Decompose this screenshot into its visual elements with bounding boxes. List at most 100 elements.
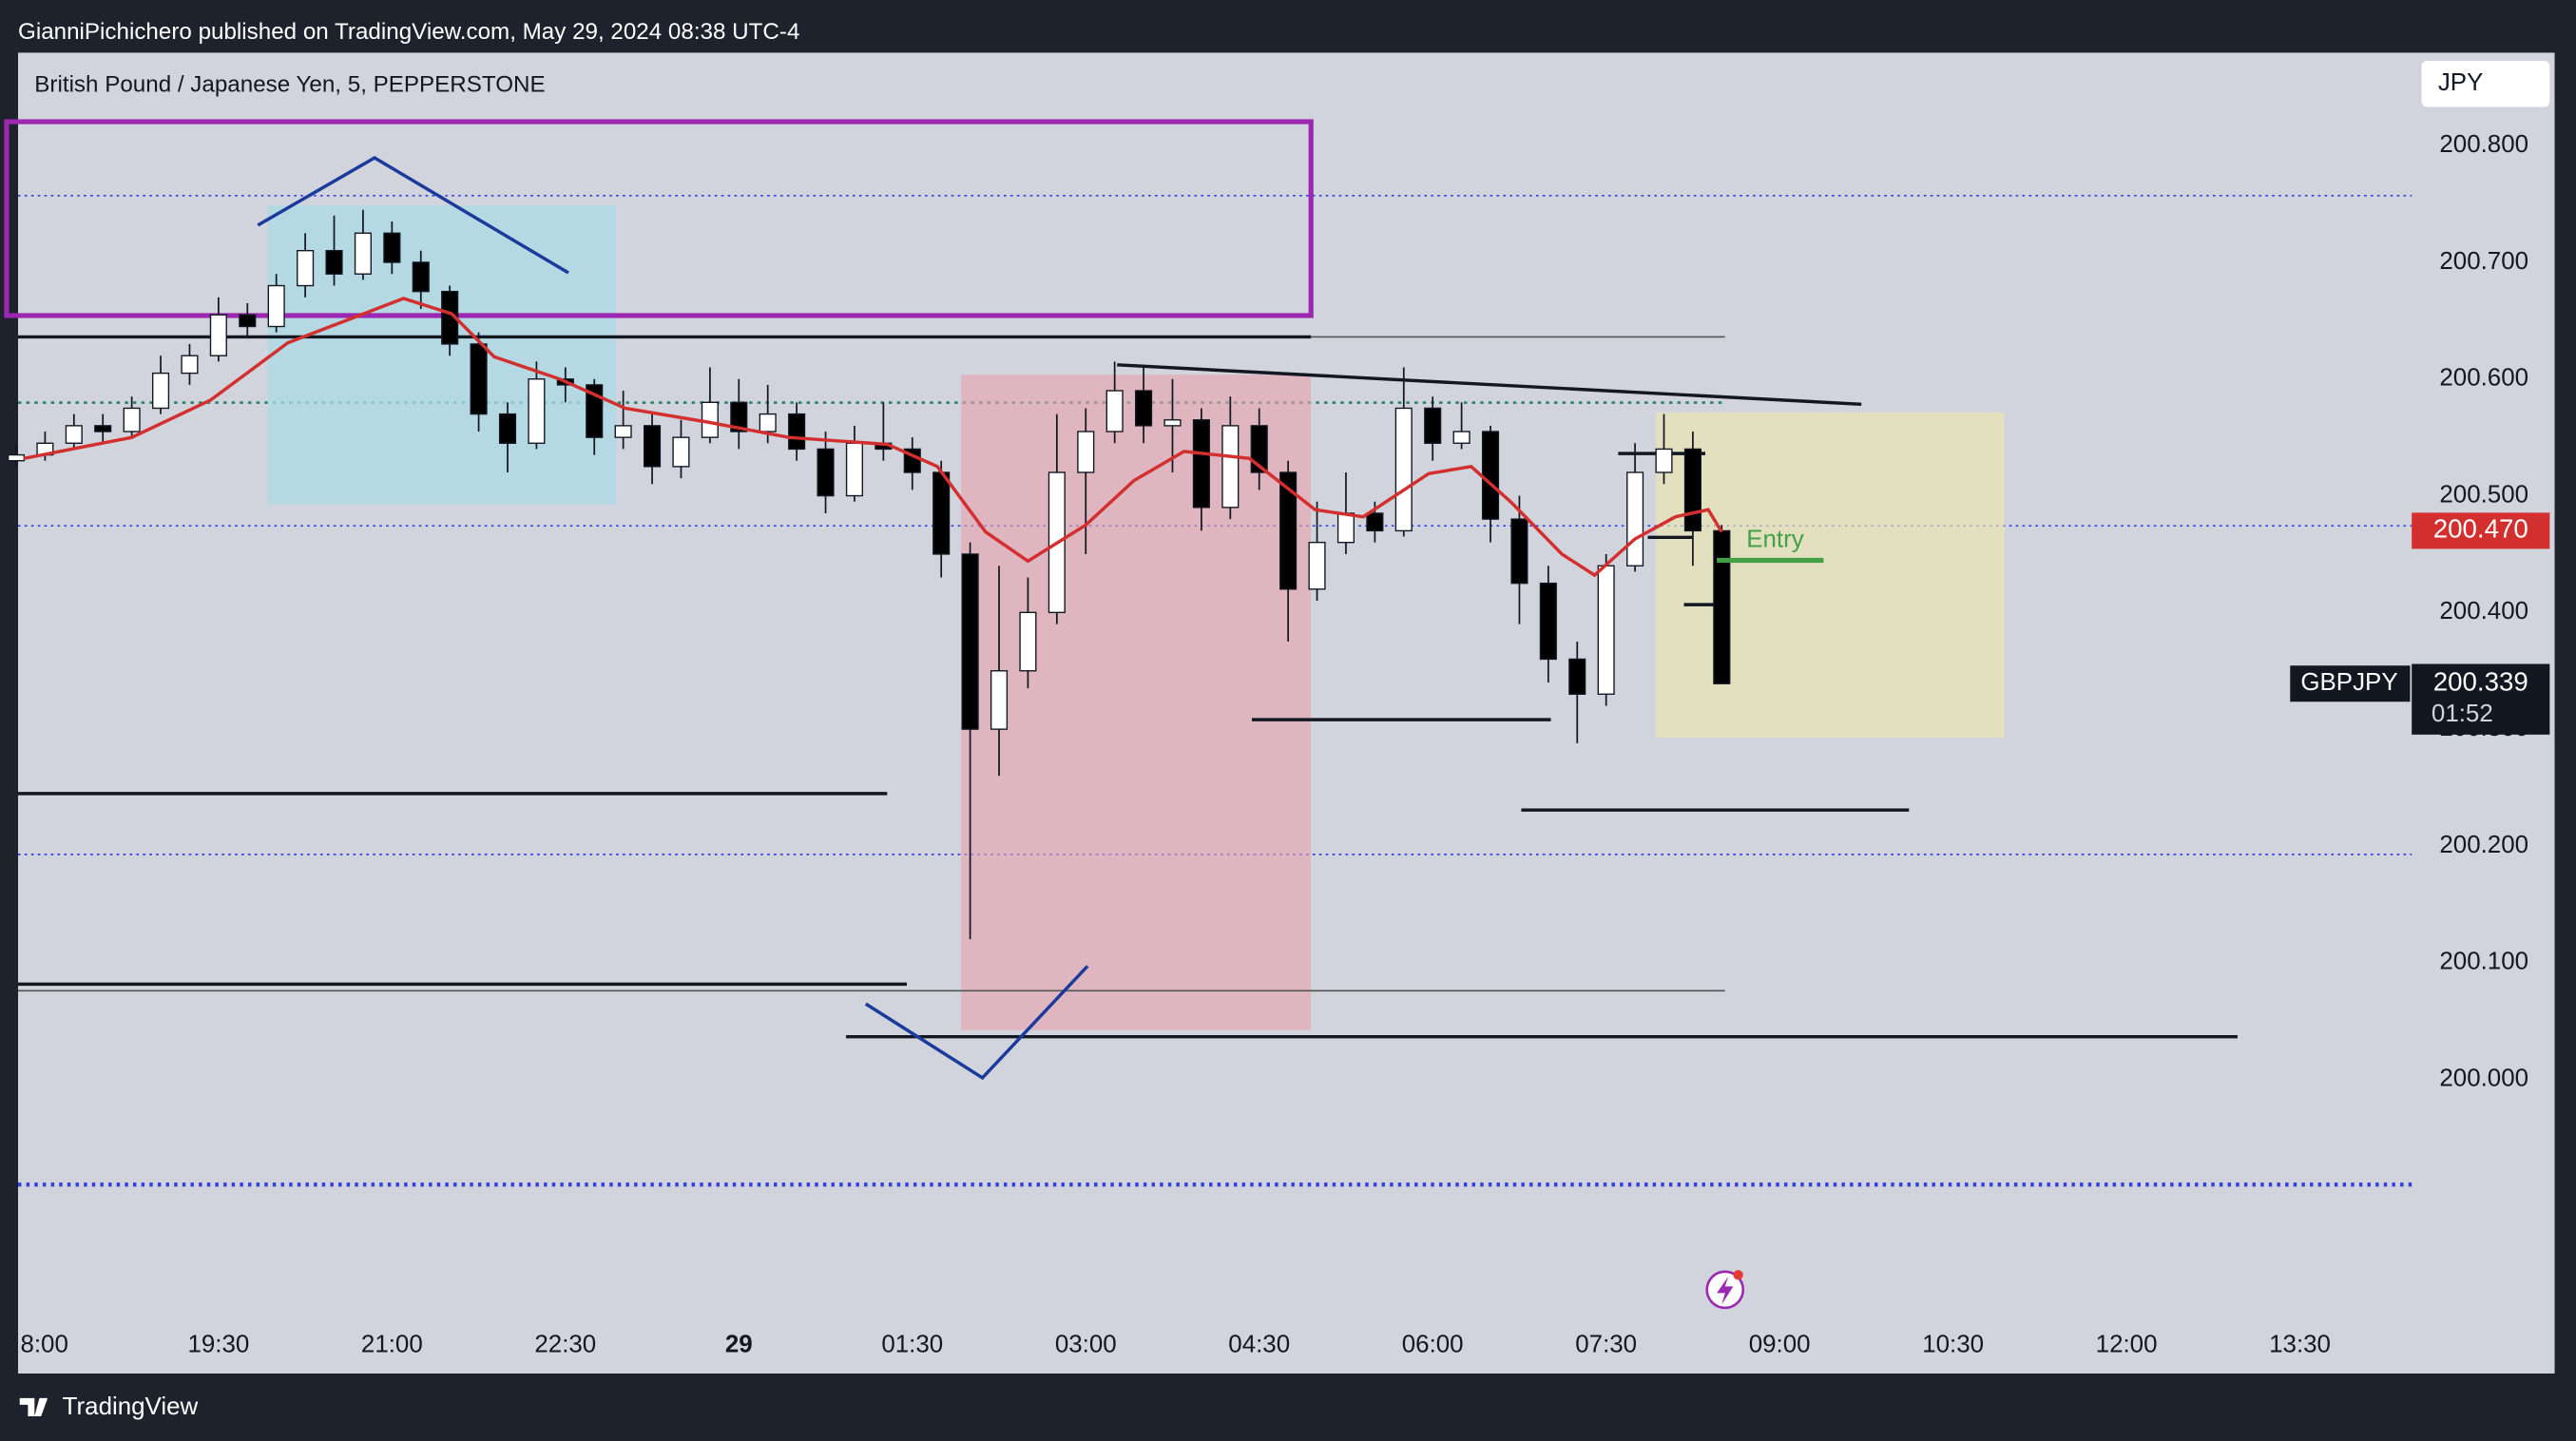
candle-body	[1019, 611, 1037, 672]
y-tick-label: 200.200	[2439, 832, 2528, 858]
last-price-tag	[2412, 663, 2550, 735]
candle-body	[1713, 529, 1731, 684]
candle-body	[1192, 419, 1210, 509]
x-tick-label: 06:00	[1402, 1331, 1464, 1357]
x-tick-label: 03:00	[1055, 1331, 1117, 1357]
candle-body	[1510, 518, 1528, 585]
candle-body	[325, 249, 343, 275]
flash-dot	[1733, 1270, 1743, 1280]
x-tick-label: 8:00	[20, 1331, 67, 1357]
price-tag	[2412, 512, 2550, 549]
footer-bar	[0, 1374, 2576, 1441]
candle-body	[239, 314, 257, 328]
candle-body	[209, 314, 227, 356]
x-tick-label: 13:30	[2269, 1331, 2331, 1357]
entry-label: Entry	[1746, 527, 1804, 553]
zone	[1656, 412, 2005, 739]
x-tick-label: 22:30	[534, 1331, 596, 1357]
pattern-line	[257, 156, 569, 275]
candle-body	[1655, 448, 1673, 473]
candle-body	[1163, 419, 1182, 427]
currency-label: JPY	[2438, 69, 2484, 96]
y-tick-label: 200.000	[2439, 1065, 2528, 1091]
brand: TradingView	[63, 1393, 199, 1420]
candle-body	[614, 425, 632, 438]
x-tick-label: 01:30	[881, 1331, 943, 1357]
candle-body	[1221, 425, 1240, 509]
overlay: Entry	[1705, 527, 1824, 1310]
zone	[961, 375, 1312, 1030]
candle-body	[932, 471, 951, 555]
x-tick-label: 09:00	[1749, 1331, 1811, 1357]
chart-title: British Pound / Japanese Yen, 5, PEPPERS…	[34, 71, 545, 97]
x-tick-label: 07:30	[1575, 1331, 1637, 1357]
candle-body	[412, 261, 430, 293]
candle-body	[672, 436, 690, 468]
candle-body	[1568, 658, 1586, 695]
y-tick-label: 200.600	[2439, 365, 2528, 392]
candle-body	[1424, 407, 1442, 444]
pattern-line	[864, 965, 1089, 1081]
candle-body	[267, 284, 285, 328]
candle-body	[383, 232, 401, 263]
trend-line	[1117, 363, 1862, 407]
x-tick-label: 10:30	[1922, 1331, 1984, 1357]
byline: GianniPichichero published on TradingVie…	[18, 19, 799, 45]
zone-box	[4, 119, 1314, 318]
symbol-tag	[2290, 665, 2411, 702]
candle-body	[1077, 431, 1095, 473]
x-tick-label: 29	[725, 1331, 753, 1357]
candle-body	[7, 453, 26, 462]
candle-body	[1135, 390, 1153, 427]
drawings	[4, 119, 2413, 1187]
candle-body	[354, 232, 372, 275]
candle-body	[759, 413, 777, 432]
candle-body	[644, 425, 662, 468]
symbol-label: GBPJPY	[2300, 669, 2397, 696]
candle-body	[297, 249, 315, 287]
y-tick-label: 200.500	[2439, 481, 2528, 508]
moving-average	[23, 297, 1723, 578]
candle-body	[1539, 582, 1557, 661]
candle-body	[1452, 431, 1471, 444]
x-tick-label: 04:30	[1228, 1331, 1290, 1357]
candle-body	[1683, 448, 1701, 532]
candle-body	[1597, 565, 1615, 695]
x-tick-label: 19:30	[187, 1331, 249, 1357]
candle-body	[1250, 425, 1268, 473]
y-tick-label: 200.700	[2439, 248, 2528, 275]
y-tick-label: 200.100	[2439, 949, 2528, 975]
candle-body	[1626, 471, 1644, 567]
candle-body	[1481, 431, 1500, 520]
candle-body	[498, 413, 517, 444]
candle-body	[65, 425, 83, 444]
candle-body	[788, 413, 806, 451]
candle-body	[961, 553, 979, 730]
last-price-label: 200.339	[2433, 667, 2528, 697]
price-tag-label: 200.470	[2433, 514, 2528, 544]
currency-button[interactable]	[2421, 61, 2550, 107]
y-tick-label: 200.800	[2439, 131, 2528, 158]
countdown: 01:52	[2432, 701, 2493, 727]
candle-body	[528, 378, 546, 444]
brand-logo	[19, 1397, 48, 1416]
candle-body	[1308, 541, 1326, 590]
candle-body	[990, 670, 1009, 730]
candle-body	[1336, 512, 1355, 544]
candle-body	[123, 407, 141, 432]
candle-body	[817, 448, 835, 497]
candle-body	[470, 343, 488, 415]
candle-body	[94, 425, 112, 432]
x-tick-label: 21:00	[361, 1331, 423, 1357]
candle-body	[730, 401, 748, 432]
candle-body	[1394, 407, 1413, 532]
candle-body	[181, 355, 199, 375]
candle-body	[1105, 390, 1124, 432]
candle-body	[151, 372, 170, 410]
candles	[7, 209, 1731, 940]
candle-body	[1366, 512, 1384, 532]
zone	[267, 205, 617, 505]
flash-glyph	[1717, 1277, 1734, 1305]
